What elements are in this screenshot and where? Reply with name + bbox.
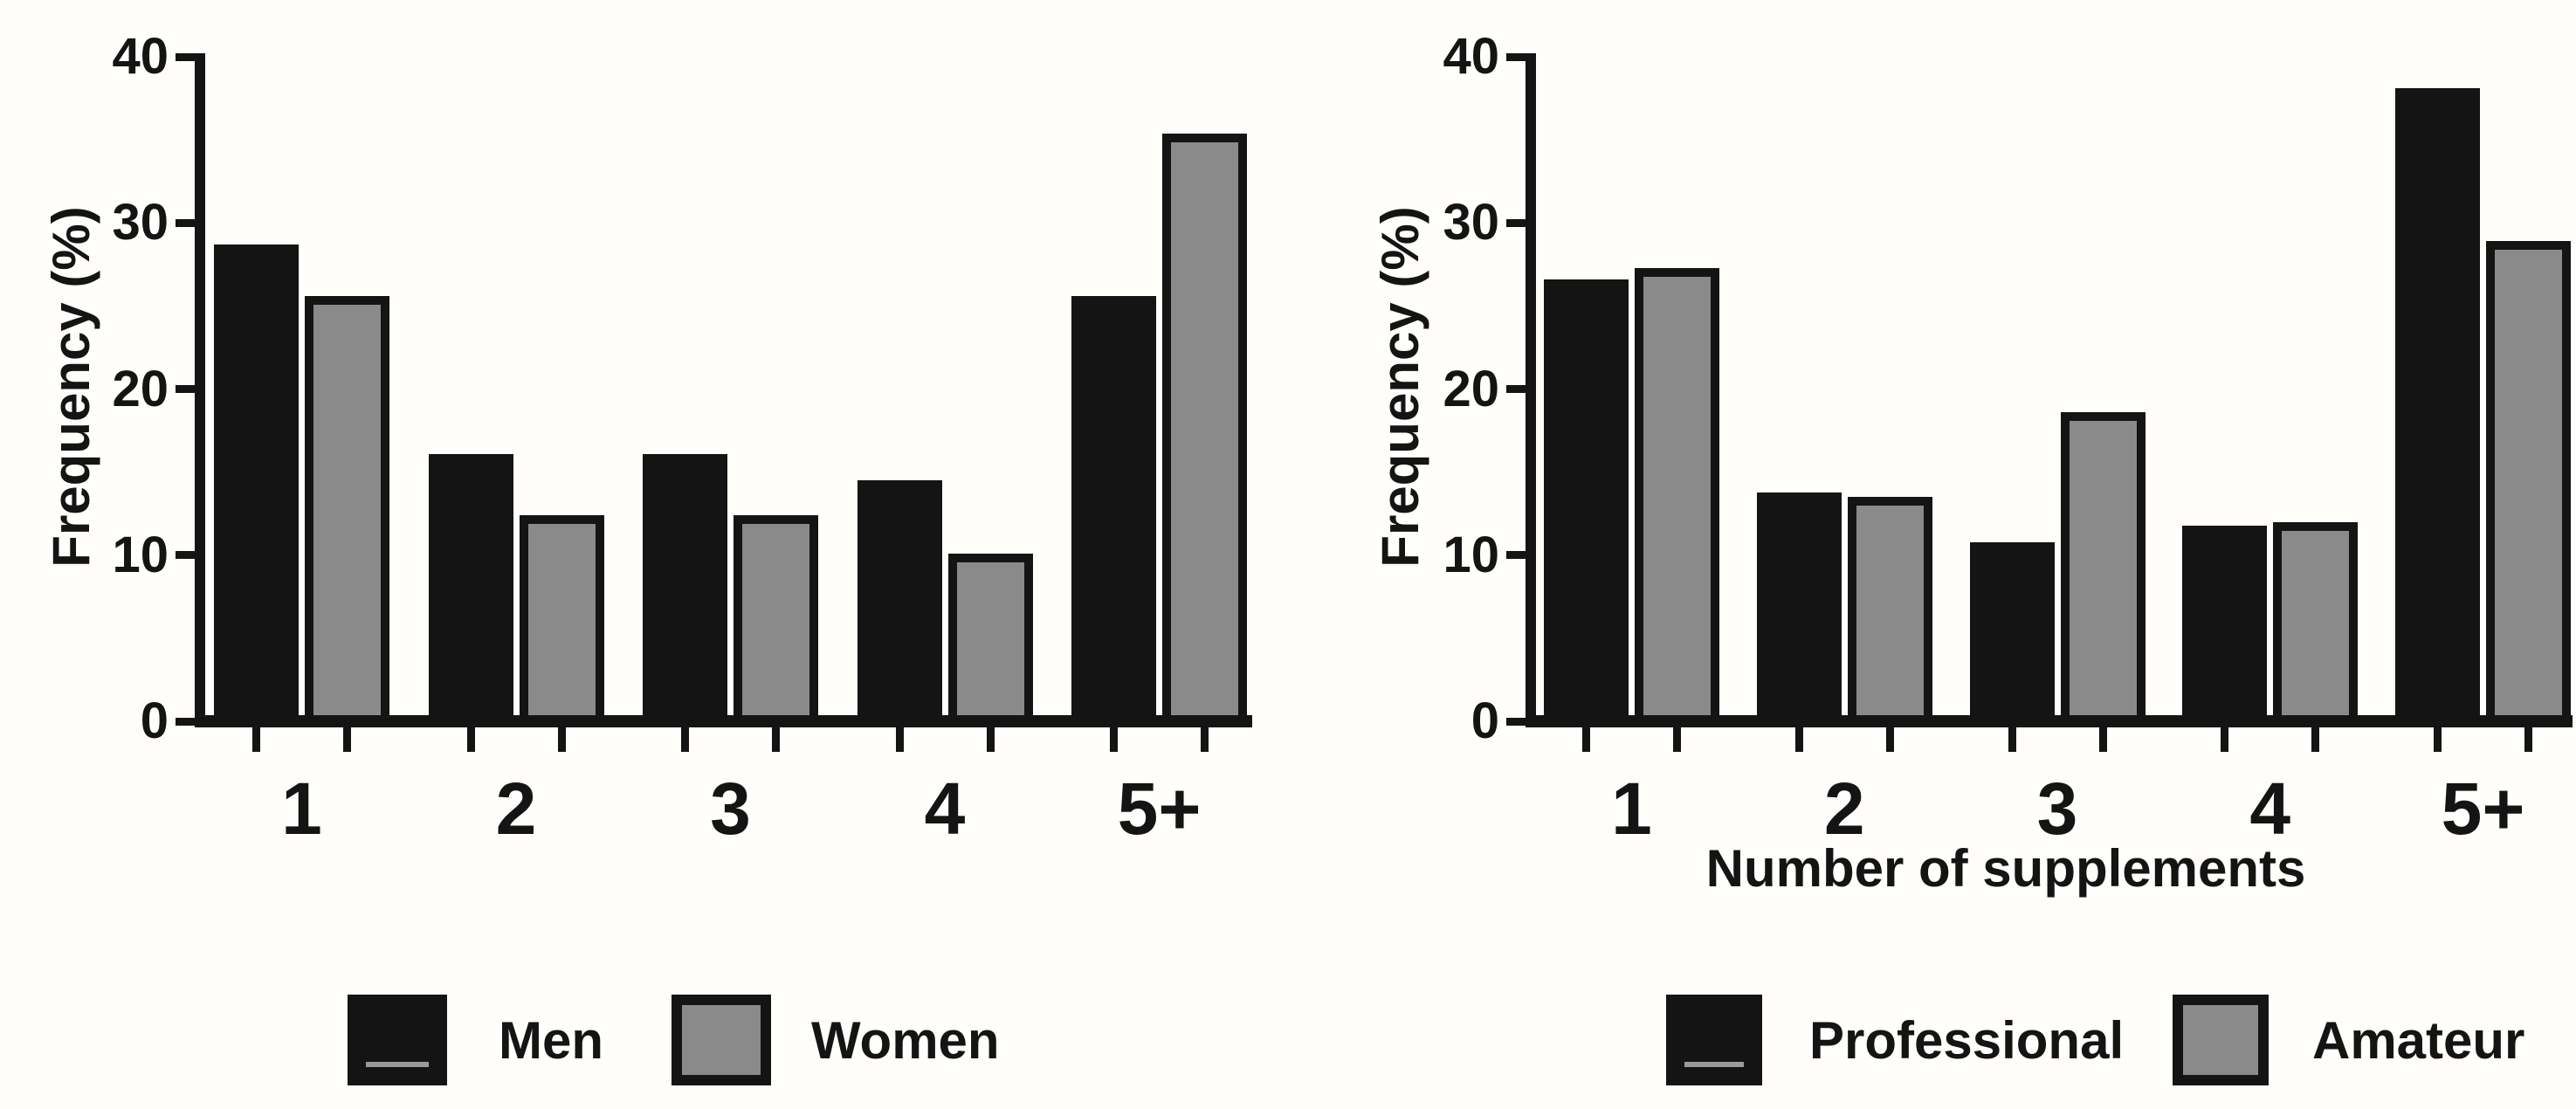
x-tick-4-0 [2221, 727, 2229, 752]
x-axis-line [1526, 715, 2573, 727]
x-tick-5+-1 [1201, 727, 1209, 752]
legend-swatch-professional [1666, 995, 1762, 1085]
y-tick-0 [1506, 717, 1526, 726]
bar-professional-4 [2182, 525, 2268, 727]
legend-label-professional: Professional [1809, 1011, 2125, 1070]
x-category-label-5+: 5+ [1117, 768, 1202, 850]
bar-professional-3 [1969, 541, 2055, 727]
x-tick-4-1 [986, 727, 995, 752]
bar-professional-1 [1544, 279, 1629, 727]
x-tick-1-0 [252, 727, 260, 752]
bar-women-5+ [1162, 133, 1247, 727]
x-tick-3-1 [2098, 727, 2107, 752]
swatch-underline [366, 1062, 429, 1067]
bar-women-4 [947, 553, 1033, 727]
y-tick-10 [1506, 551, 1526, 560]
y-tick-30 [1506, 218, 1526, 227]
x-category-label-2: 2 [495, 768, 537, 850]
y-tick-10 [176, 551, 195, 560]
legend-swatch-women [672, 995, 771, 1085]
y-tick-label-20: 20 [1443, 360, 1499, 417]
bar-amateur-3 [2060, 412, 2146, 727]
x-tick-2-1 [1885, 727, 1894, 752]
bar-men-4 [857, 480, 942, 727]
legend-label-men: Men [499, 1011, 603, 1070]
x-axis-title: Number of supplements [1705, 839, 2306, 898]
y-tick-20 [1506, 385, 1526, 394]
x-tick-3-1 [772, 727, 780, 752]
x-tick-5+-1 [2524, 727, 2532, 752]
x-tick-2-0 [1794, 727, 1803, 752]
legend-swatch-amateur [2173, 995, 2269, 1085]
bar-amateur-2 [1847, 497, 1932, 727]
y-tick-label-0: 0 [1471, 692, 1499, 749]
bar-professional-2 [1756, 492, 1842, 727]
y-tick-label-10: 10 [112, 526, 169, 583]
y-tick-label-40: 40 [112, 28, 169, 86]
swatch-underline [1684, 1062, 1745, 1067]
y-tick-0 [176, 717, 195, 726]
legend-label-women: Women [811, 1011, 1000, 1070]
x-category-label-4: 4 [924, 768, 966, 850]
bar-men-2 [428, 453, 513, 727]
left-plot-area: 0 10 20 30 40 1 2 3 4 5+ [0, 0, 1288, 961]
y-axis-line [195, 53, 205, 727]
x-category-label-2: 2 [1823, 768, 1865, 850]
x-tick-1-0 [1582, 727, 1590, 752]
x-tick-5+-0 [2434, 727, 2442, 752]
bar-women-2 [519, 515, 604, 727]
legend-label-amateur: Amateur [2312, 1011, 2525, 1070]
x-tick-3-0 [2008, 727, 2016, 752]
chart-panel-left: Frequency (%) 0 10 20 30 40 1 2 3 4 5+ [0, 0, 1288, 961]
legend-right: Professional Amateur [0, 995, 2576, 1087]
y-tick-label-30: 30 [112, 194, 169, 251]
x-tick-3-0 [681, 727, 689, 752]
y-tick-40 [176, 52, 195, 61]
chart-panel-right: Frequency (%) 0 10 20 30 40 1 2 3 4 5+ Number of … [1288, 0, 2576, 961]
x-tick-2-0 [466, 727, 475, 752]
x-tick-1-1 [1673, 727, 1681, 752]
x-tick-2-1 [557, 727, 566, 752]
x-axis-line [195, 715, 1252, 727]
y-axis-line [1526, 53, 1536, 727]
x-category-label-1: 1 [1611, 768, 1652, 850]
x-category-label-4: 4 [2249, 768, 2291, 850]
x-category-label-3: 3 [710, 768, 751, 850]
x-category-label-3: 3 [2036, 768, 2078, 850]
y-tick-label-30: 30 [1443, 194, 1499, 251]
bar-amateur-1 [1635, 267, 1719, 727]
y-tick-label-40: 40 [1443, 28, 1499, 86]
right-plot-area: 0 10 20 30 40 1 2 3 4 5+ [1443, 28, 2573, 850]
bar-amateur-4 [2273, 521, 2359, 727]
y-tick-30 [176, 218, 195, 227]
x-tick-5+-0 [1110, 727, 1118, 752]
x-tick-4-0 [895, 727, 904, 752]
y-tick-20 [176, 385, 195, 394]
y-tick-label-20: 20 [112, 360, 169, 417]
legend-left: Men Women [0, 995, 1288, 1087]
x-category-label-1: 1 [281, 768, 322, 850]
y-tick-label-0: 0 [140, 692, 169, 749]
bar-professional-5+ [2395, 88, 2480, 727]
bar-men-1 [214, 245, 299, 727]
x-tick-1-1 [343, 727, 351, 752]
bar-women-3 [734, 515, 818, 727]
y-tick-40 [1506, 52, 1526, 61]
bar-women-1 [305, 296, 389, 727]
bar-amateur-5+ [2486, 241, 2571, 727]
legend-swatch-men [348, 995, 447, 1085]
x-tick-4-1 [2311, 727, 2320, 752]
y-tick-label-10: 10 [1443, 526, 1499, 583]
x-category-label-5+: 5+ [2441, 768, 2525, 850]
bar-men-5+ [1071, 296, 1156, 727]
